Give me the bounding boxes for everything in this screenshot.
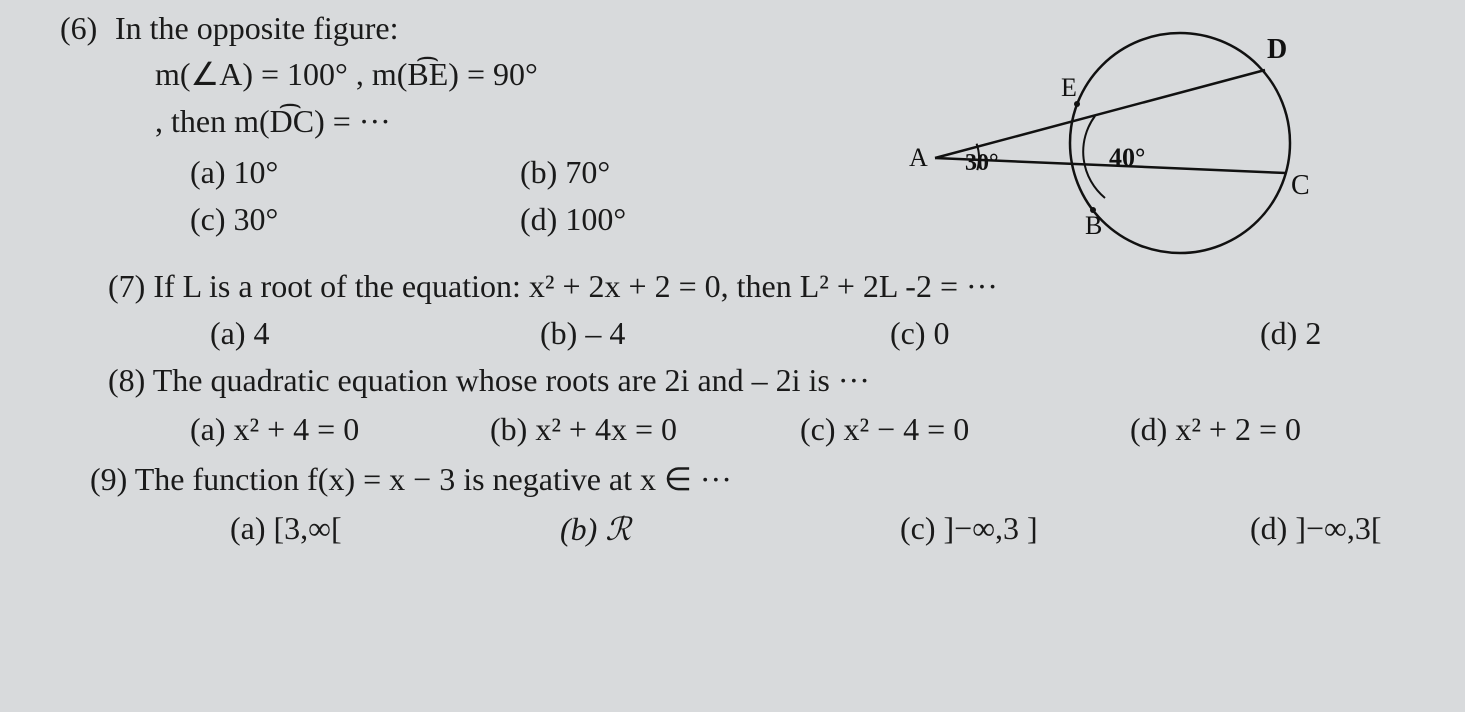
- q6-opt-d: (d) 100°: [520, 201, 626, 238]
- q9-number: (9): [90, 461, 127, 498]
- q8-opt-b: (b) x² + 4x = 0: [490, 411, 800, 448]
- svg-text:D: D: [1267, 34, 1287, 65]
- q8-stem: The quadratic equation whose roots are 2…: [153, 362, 870, 398]
- q9-opt-a: (a) [3,∞[: [230, 510, 560, 548]
- q7-opts: (a) 4 (b) – 4 (c) 0 (d) 2: [210, 315, 1425, 352]
- svg-text:E: E: [1061, 73, 1077, 102]
- svg-text:40°: 40°: [1109, 143, 1145, 172]
- q6-stem-1: In the opposite figure:: [115, 10, 398, 47]
- svg-text:A: A: [909, 143, 928, 172]
- q6-opt-c: (c) 30°: [190, 201, 520, 238]
- svg-text:30°: 30°: [965, 150, 999, 176]
- svg-text:B: B: [1085, 211, 1102, 240]
- q7-opt-c: (c) 0: [890, 315, 1260, 352]
- q8-opt-d: (d) x² + 2 = 0: [1130, 411, 1301, 448]
- q7-number: (7): [108, 268, 145, 305]
- q6-opt-a: (a) 10°: [190, 154, 520, 191]
- q9-opt-c: (c) ]−∞,3 ]: [900, 510, 1250, 548]
- q9-opt-d: (d) ]−∞,3[: [1250, 510, 1381, 548]
- q8-line: (8) The quadratic equation whose roots a…: [108, 362, 1425, 399]
- q8-opts: (a) x² + 4 = 0 (b) x² + 4x = 0 (c) x² − …: [190, 411, 1425, 448]
- q7-opt-b: (b) – 4: [540, 315, 890, 352]
- q6-figure: A E D B C 30° 40°: [905, 8, 1325, 258]
- q7-opt-a: (a) 4: [210, 315, 540, 352]
- q7-line: (7) If L is a root of the equation: x² +…: [108, 268, 1425, 305]
- q9-opts: (a) [3,∞[ (b) ℛ (c) ]−∞,3 ] (d) ]−∞,3[: [230, 510, 1425, 548]
- q9-opt-b: (b) ℛ: [560, 510, 900, 548]
- q7-stem: If L is a root of the equation: x² + 2x …: [153, 268, 998, 304]
- q7-opt-d: (d) 2: [1260, 315, 1321, 352]
- q8-opt-c: (c) x² − 4 = 0: [800, 411, 1130, 448]
- q8-opt-a: (a) x² + 4 = 0: [190, 411, 490, 448]
- q6-opt-b: (b) 70°: [520, 154, 610, 191]
- q6-figure-svg: A E D B C 30° 40°: [905, 8, 1325, 258]
- q6-number: (6): [60, 10, 115, 47]
- svg-text:C: C: [1291, 170, 1310, 201]
- exam-page: (6) In the opposite figure: m(∠A) = 100°…: [0, 0, 1465, 712]
- q8-number: (8): [108, 362, 145, 399]
- q9-stem: The function f(x) = x − 3 is negative at…: [135, 461, 732, 497]
- q9-line: (9) The function f(x) = x − 3 is negativ…: [90, 460, 1425, 498]
